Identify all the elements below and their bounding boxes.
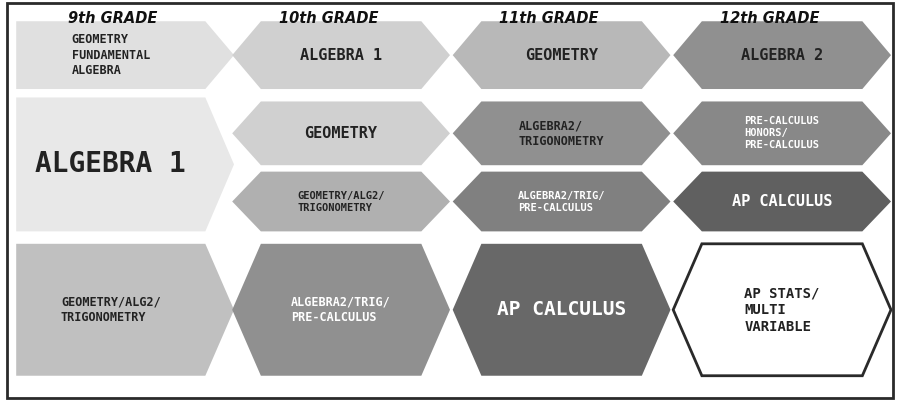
Polygon shape	[453, 172, 670, 231]
Polygon shape	[232, 21, 450, 89]
Polygon shape	[673, 101, 891, 165]
Text: 9th GRADE: 9th GRADE	[68, 10, 158, 26]
Text: PRE-CALCULUS
HONORS/
PRE-CALCULUS: PRE-CALCULUS HONORS/ PRE-CALCULUS	[744, 116, 820, 150]
Polygon shape	[232, 244, 450, 376]
Polygon shape	[232, 101, 450, 165]
Text: GEOMETRY: GEOMETRY	[525, 48, 598, 63]
Text: ALGEBRA 1: ALGEBRA 1	[300, 48, 382, 63]
Text: ALGEBRA 2: ALGEBRA 2	[741, 48, 824, 63]
Polygon shape	[673, 21, 891, 89]
Polygon shape	[16, 21, 234, 89]
Text: 10th GRADE: 10th GRADE	[279, 10, 379, 26]
Text: ALGEBRA2/TRIG/
PRE-CALCULUS: ALGEBRA2/TRIG/ PRE-CALCULUS	[518, 190, 606, 213]
Text: GEOMETRY: GEOMETRY	[304, 126, 378, 141]
Text: 12th GRADE: 12th GRADE	[720, 10, 820, 26]
Text: ALGEBRA2/TRIG/
PRE-CALCULUS: ALGEBRA2/TRIG/ PRE-CALCULUS	[292, 296, 391, 324]
Text: GEOMETRY/ALG2/
TRIGONOMETRY: GEOMETRY/ALG2/ TRIGONOMETRY	[297, 190, 385, 213]
Text: GEOMETRY
FUNDAMENTAL
ALGEBRA: GEOMETRY FUNDAMENTAL ALGEBRA	[72, 33, 150, 77]
Text: 11th GRADE: 11th GRADE	[500, 10, 599, 26]
Polygon shape	[453, 101, 670, 165]
Text: GEOMETRY/ALG2/
TRIGONOMETRY: GEOMETRY/ALG2/ TRIGONOMETRY	[61, 296, 160, 324]
Text: ALGEBRA 1: ALGEBRA 1	[35, 150, 186, 178]
Polygon shape	[673, 244, 891, 376]
Polygon shape	[673, 172, 891, 231]
Polygon shape	[232, 172, 450, 231]
Text: AP STATS/
MULTI
VARIABLE: AP STATS/ MULTI VARIABLE	[744, 286, 820, 334]
Polygon shape	[16, 244, 234, 376]
Polygon shape	[453, 21, 670, 89]
Polygon shape	[16, 97, 234, 231]
Text: AP CALCULUS: AP CALCULUS	[497, 300, 626, 319]
Text: AP CALCULUS: AP CALCULUS	[732, 194, 832, 209]
Polygon shape	[453, 244, 670, 376]
Text: ALGEBRA2/
TRIGONOMETRY: ALGEBRA2/ TRIGONOMETRY	[518, 119, 605, 148]
